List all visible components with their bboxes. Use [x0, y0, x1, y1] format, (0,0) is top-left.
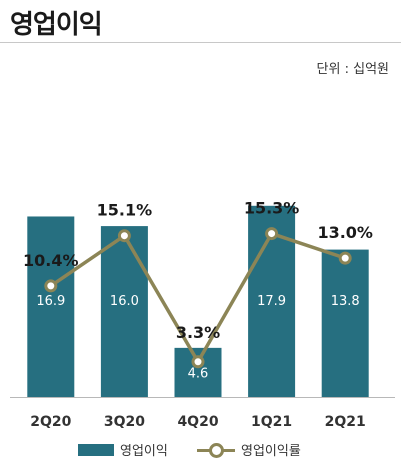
- x-tick-label: 2Q20: [30, 414, 71, 430]
- bar-value-label: 16.0: [110, 294, 139, 309]
- margin-point: [117, 229, 131, 243]
- margin-value-label: 15.1%: [97, 201, 153, 220]
- profit-chart: 16.9 16.0 4.6 17.9 13.8 2Q20 3Q20 4Q20 1Q21 2Q21 1…: [10, 199, 395, 430]
- margin-value-label: 13.0%: [317, 223, 373, 242]
- bar-value-label: 16.9: [36, 294, 65, 309]
- chart-title: 영업이익: [10, 10, 103, 40]
- margin-value-label: 10.4%: [23, 251, 79, 270]
- margin-value-label: 3.3%: [176, 323, 220, 342]
- margin-point: [191, 355, 205, 369]
- bar-3q20: [100, 226, 148, 397]
- legend-marker: [209, 442, 224, 458]
- bar-2q21: [321, 249, 369, 397]
- legend-label-operating-profit: 영업이익: [120, 444, 168, 459]
- bar-value-label: 13.8: [331, 294, 360, 309]
- margin-line: [49, 231, 346, 364]
- bar-value-label: 4.6: [188, 366, 209, 381]
- unit-label: 단위 : 십억원: [316, 62, 389, 77]
- legend: 영업이익 영업이익률: [0, 440, 401, 462]
- legend-bar-swatch: [78, 443, 114, 456]
- x-tick-label: 2Q21: [325, 414, 366, 430]
- margin-point: [338, 251, 352, 265]
- x-tick-label: 3Q20: [104, 414, 145, 430]
- legend-item-operating-margin: 영업이익률: [197, 440, 301, 459]
- title-divider: [0, 42, 401, 43]
- legend-label-operating-margin: 영업이익률: [241, 444, 301, 459]
- legend-item-operating-profit: 영업이익: [78, 440, 168, 459]
- bar-value-label: 17.9: [257, 294, 286, 309]
- bar-2q20: [27, 216, 75, 397]
- x-tick-label: 1Q21: [251, 414, 292, 430]
- margin-value-label: 15.3%: [244, 199, 300, 218]
- legend-line-swatch: [197, 442, 235, 458]
- x-tick-label: 4Q20: [177, 414, 218, 430]
- margin-point: [265, 227, 279, 241]
- margin-point: [44, 279, 58, 293]
